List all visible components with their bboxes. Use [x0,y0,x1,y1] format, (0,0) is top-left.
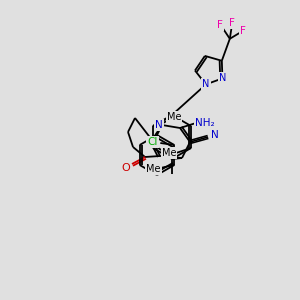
Text: Me: Me [162,148,176,158]
Text: N: N [202,80,210,89]
Text: F: F [240,26,246,36]
Text: F: F [229,18,235,28]
Text: N: N [211,130,219,140]
Text: NH₂: NH₂ [195,118,215,128]
Text: N: N [219,74,226,83]
Text: O: O [122,163,130,173]
Text: Me: Me [167,112,181,122]
Text: F: F [217,20,223,30]
Text: Me: Me [146,164,160,174]
Text: Cl: Cl [147,137,158,147]
Text: N: N [155,120,163,130]
